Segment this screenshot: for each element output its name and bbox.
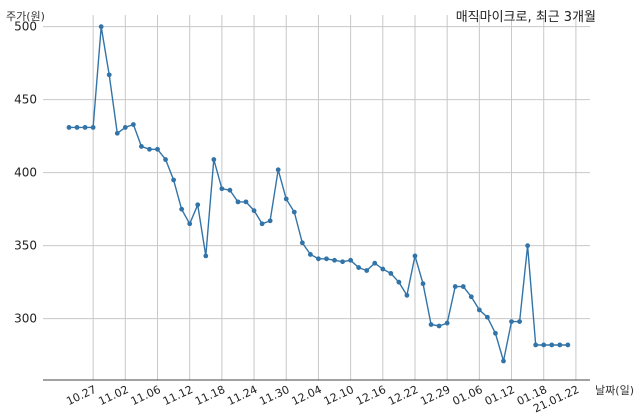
data-point [316, 256, 321, 262]
x-tick-label: 01.06 [451, 383, 485, 408]
grid-lines [43, 15, 590, 380]
x-tick-label: 11.18 [193, 383, 227, 408]
data-point [509, 319, 514, 324]
data-point [444, 320, 450, 326]
data-point [468, 294, 474, 300]
data-point [388, 271, 394, 276]
data-point [452, 284, 458, 289]
data-point [74, 125, 80, 130]
data-point [139, 144, 144, 149]
data-point [356, 265, 362, 270]
data-point [82, 125, 88, 130]
data-point [122, 125, 128, 130]
data-point [348, 257, 354, 263]
data-point [484, 314, 490, 320]
y-tick-label: 500 [14, 20, 37, 34]
data-point [428, 322, 434, 327]
data-point [420, 281, 426, 287]
data-point [155, 146, 160, 152]
data-point [163, 157, 168, 162]
x-tick-label: 12.29 [418, 383, 452, 408]
x-tick-label: 11.12 [161, 383, 195, 408]
data-point [412, 253, 418, 259]
x-tick-label: 11.02 [97, 383, 131, 408]
data-point [324, 256, 329, 262]
data-point [340, 259, 345, 265]
data-point [203, 253, 209, 259]
x-axis-label: 날짜(일) [595, 384, 634, 397]
data-point [541, 342, 547, 348]
data-point [235, 199, 241, 205]
data-point [460, 284, 466, 289]
data-point [533, 342, 539, 348]
data-point [436, 323, 442, 329]
data-point [251, 208, 257, 214]
x-tick-label: 12.16 [354, 383, 388, 408]
data-point [211, 157, 217, 162]
data-point [187, 221, 193, 227]
data-point [404, 292, 410, 298]
data-point [259, 221, 265, 227]
data-point [307, 252, 313, 257]
x-tick-label: 11.24 [225, 383, 259, 408]
chart-title: 매직마이크로, 최근 3개월 [455, 10, 596, 25]
data-point [219, 186, 225, 192]
y-tick-label: 300 [14, 312, 37, 326]
data-point [147, 146, 152, 152]
data-point [275, 167, 281, 173]
data-point [291, 209, 297, 215]
data-point [493, 330, 498, 336]
y-tick-labels: 300 350 400 450 500 [14, 20, 37, 326]
y-tick-label: 400 [14, 166, 37, 180]
data-point [66, 125, 72, 130]
data-point [565, 342, 571, 348]
x-tick-label: 12.04 [290, 383, 324, 408]
x-tick-label: 01.12 [483, 383, 517, 408]
data-point [517, 319, 522, 324]
data-points [66, 24, 571, 364]
x-tick-label: 11.06 [129, 383, 163, 408]
x-tick-label: 11.30 [257, 383, 291, 408]
data-point [332, 257, 337, 263]
data-point [171, 177, 176, 183]
x-tick-labels: 10.2711.0211.0611.1211.1811.2411.3012.04… [64, 383, 581, 415]
x-tick-label: 12.22 [386, 383, 420, 408]
y-tick-label: 350 [14, 239, 37, 253]
data-point [476, 307, 482, 313]
x-tick-label: 10.27 [64, 383, 98, 408]
data-point [90, 125, 96, 130]
data-point [396, 279, 402, 285]
data-point [364, 268, 370, 273]
data-point [299, 240, 305, 246]
data-point [98, 24, 104, 30]
data-point [114, 130, 120, 136]
data-point [130, 122, 136, 127]
data-point [557, 342, 563, 348]
data-point [372, 260, 378, 266]
data-point [267, 218, 273, 224]
data-point [283, 196, 289, 202]
data-point [501, 358, 506, 364]
data-point [380, 266, 386, 272]
data-point [106, 72, 112, 78]
data-point [549, 342, 555, 348]
data-point [243, 199, 249, 205]
y-tick-label: 450 [14, 93, 37, 107]
data-point [525, 243, 531, 249]
data-point [179, 206, 185, 212]
data-point [195, 202, 201, 208]
x-tick-label: 12.10 [322, 383, 356, 408]
data-point [227, 187, 233, 193]
y-axis-label: 주가(원) [6, 10, 45, 23]
